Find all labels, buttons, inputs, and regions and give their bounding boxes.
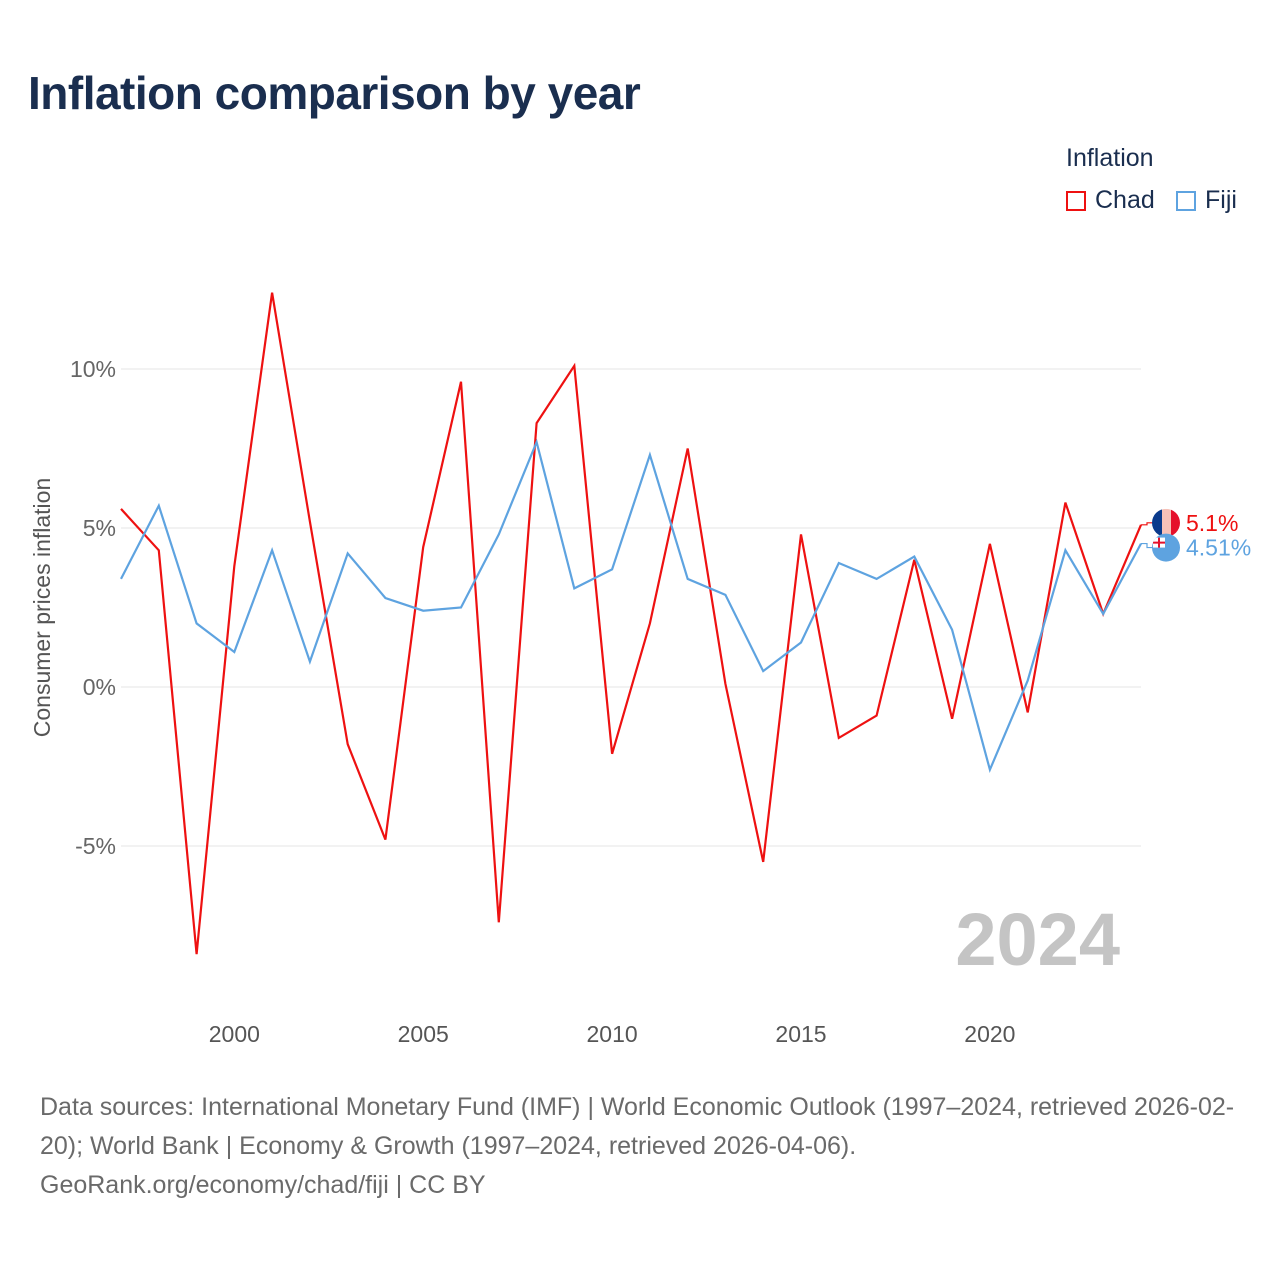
flag-chad-red bbox=[1171, 508, 1180, 537]
data-sources-text: Data sources: International Monetary Fun… bbox=[40, 1093, 1235, 1160]
x-tick-label: 2010 bbox=[587, 1021, 638, 1047]
connector-chad bbox=[1141, 522, 1153, 526]
x-tick-label: 2020 bbox=[964, 1021, 1015, 1047]
y-tick-label: 10% bbox=[70, 356, 116, 382]
legend-label-fiji: Fiji bbox=[1205, 186, 1237, 214]
x-tick-label: 2015 bbox=[775, 1021, 826, 1047]
legend-item-fiji[interactable]: Fiji bbox=[1176, 186, 1237, 215]
y-axis-label: Consumer prices inflation bbox=[29, 478, 55, 738]
x-tick-label: 2000 bbox=[209, 1021, 260, 1047]
legend-swatch-fiji bbox=[1176, 190, 1196, 211]
legend-swatch-chad bbox=[1066, 190, 1086, 211]
x-tick-label: 2005 bbox=[398, 1021, 449, 1047]
connector-fiji bbox=[1141, 542, 1153, 549]
y-tick-label: -5% bbox=[75, 833, 116, 859]
footer: Data sources: International Monetary Fun… bbox=[40, 1088, 1250, 1205]
chart-title: Inflation comparison by year bbox=[28, 67, 641, 119]
year-label: 2024 bbox=[955, 898, 1120, 981]
flag-chad-mid bbox=[1162, 508, 1171, 537]
y-tick-label: 0% bbox=[83, 674, 116, 700]
legend-title: Inflation bbox=[1066, 144, 1154, 172]
series-line-fiji bbox=[120, 438, 1142, 774]
y-tick-label: 5% bbox=[83, 515, 116, 541]
source-link[interactable]: GeoRank.org/economy/chad/fiji | CC BY bbox=[40, 1171, 486, 1199]
legend-item-chad[interactable]: Chad bbox=[1066, 186, 1155, 215]
flag-chad-blue bbox=[1152, 508, 1162, 537]
end-label-chad: 5.1% bbox=[1186, 510, 1238, 536]
end-label-fiji: 4.51% bbox=[1186, 535, 1251, 561]
series-line-chad bbox=[120, 292, 1143, 955]
legend-label-chad: Chad bbox=[1095, 186, 1155, 214]
